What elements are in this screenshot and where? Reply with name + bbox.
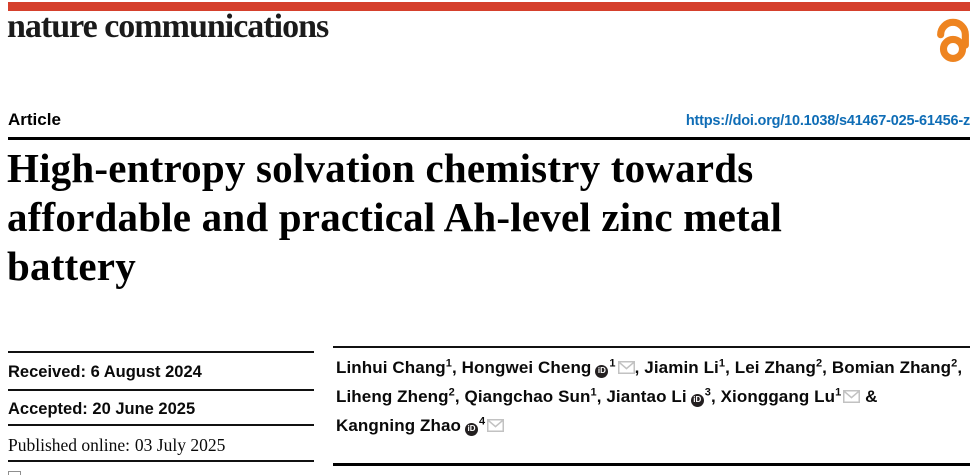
authors-bottom-divider [333,463,970,466]
affiliation-superscript: 1 [590,386,597,399]
author-name: Xionggang Lu [720,387,836,406]
author-name: Hongwei Cheng [461,358,592,377]
received-value: 6 August 2024 [90,363,202,381]
divider [8,351,314,353]
affiliation-superscript: 3 [704,386,711,399]
author-name: Jiantao Li [606,387,687,406]
email-envelope-icon[interactable] [487,413,505,441]
affiliation-superscript: 4 [479,415,486,428]
authors-top-divider [333,346,970,348]
author-list: Linhui Chang1, Hongwei Cheng iD1, Jiamin … [336,354,976,441]
published-label: Published online: [8,435,131,455]
author-line: Liheng Zheng2, Qiangchao Sun1, Jiantao L… [336,383,976,412]
open-access-icon [934,13,972,64]
received-date: Received: 6 August 2024 [8,363,314,382]
header-divider [8,137,970,140]
author-name: Jiamin Li [644,358,719,377]
affiliation-superscript: 2 [815,357,823,370]
accepted-label: Accepted: [8,400,88,418]
author-name: Qiangchao Sun [464,387,591,406]
article-header-row: Article https://doi.org/10.1038/s41467-0… [8,110,970,130]
affiliation-superscript: 2 [951,357,958,370]
author-line: Kangning Zhao iD4 [336,412,976,441]
author-name: Kangning Zhao [336,416,462,435]
title-line-1: High-entropy solvation chemistry towards [7,145,754,191]
title-line-3: battery [7,243,136,289]
affiliation-superscript: 1 [609,357,616,370]
journal-logo: nature communications [7,8,329,45]
author-name: Lei Zhang [734,358,816,377]
received-label: Received: [8,363,86,381]
orcid-icon[interactable]: iD [595,364,609,378]
affiliation-superscript: 1 [835,386,842,399]
email-envelope-icon[interactable] [617,355,635,383]
article-type-label: Article [8,110,61,129]
email-envelope-icon[interactable] [843,384,861,412]
orcid-icon[interactable]: iD [690,393,704,407]
divider [8,460,314,462]
published-value: 03 July 2025 [134,435,226,455]
orcid-icon[interactable]: iD [465,422,479,436]
affiliation-superscript: 1 [445,357,453,370]
affiliation-superscript: 2 [448,386,455,399]
accepted-date: Accepted: 20 June 2025 [8,400,314,419]
accepted-value: 20 June 2025 [92,400,196,418]
author-name: Bomian Zhang [831,358,952,377]
divider [8,424,314,426]
article-title: High-entropy solvation chemistry towards… [7,144,975,291]
published-date: Published online: 03 July 2025 [8,435,314,456]
author-line: Linhui Chang1, Hongwei Cheng iD1, Jiamin … [336,354,976,383]
doi-link[interactable]: https://doi.org/10.1038/s41467-025-61456… [685,113,970,129]
check-for-updates-icon[interactable] [8,471,21,475]
author-name: Linhui Chang [336,358,446,377]
divider [8,389,314,391]
title-line-2: affordable and practical Ah-level zinc m… [7,194,783,240]
brand-red-bar [8,2,970,11]
affiliation-superscript: 1 [718,357,726,370]
author-name: Liheng Zheng [336,387,449,406]
